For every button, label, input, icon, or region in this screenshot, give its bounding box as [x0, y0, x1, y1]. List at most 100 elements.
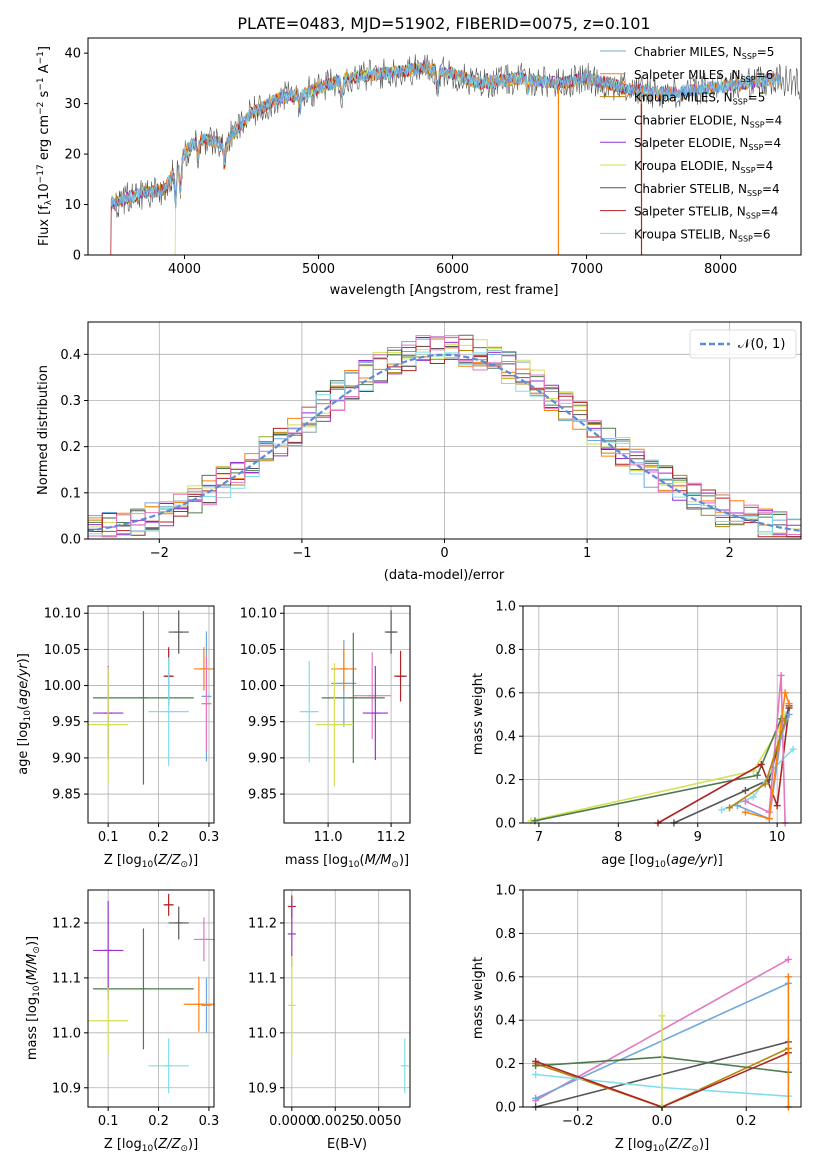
- spectrum-line-chabrier_miles: [110, 61, 781, 209]
- y-tick-label: 11.0: [248, 1026, 277, 1041]
- x-tick-label: 0.0050: [356, 1114, 402, 1129]
- y-tick-label: 0.8: [495, 643, 516, 658]
- y-tick-label: 0.0: [495, 817, 516, 832]
- x-tick-label: 0.0000: [269, 1114, 315, 1129]
- x-tick-label: 0.3: [199, 1114, 220, 1129]
- spectrum-frame: [87, 37, 802, 256]
- spectrum-title: PLATE=0483, MJD=51902, FIBERID=0075, z=0…: [237, 14, 650, 33]
- y-tick-label: 10.05: [240, 643, 277, 658]
- x-tick-label: 4000: [168, 262, 201, 277]
- x-tick-label: 1: [583, 546, 591, 561]
- y-tick-label: 10.10: [240, 607, 277, 622]
- y-tick-label: 9.95: [52, 715, 81, 730]
- y-tick-label: 0.6: [495, 686, 516, 701]
- weight-age-xlabel: age [log10(age/yr)]: [601, 853, 723, 870]
- x-tick-label: −2: [150, 546, 169, 561]
- y-tick-label: 11.1: [248, 971, 277, 986]
- weight-age-panel: 7 8 9 10 0.0 0.2 0.4 0.6 0.8 1.0 age [log10(age/y…: [471, 600, 802, 870]
- age-mass-axes: [284, 606, 410, 823]
- x-tick-label: 0.0025: [313, 1114, 359, 1129]
- y-tick-label: 11.1: [52, 971, 81, 986]
- spectrum-xlabel: wavelength [Angstrom, rest frame]: [330, 283, 559, 298]
- legend-label-kroupa_miles: Kroupa MILES, NSSP=5: [634, 91, 765, 107]
- x-tick-label: 10: [769, 830, 786, 845]
- weight-z-ticks: −0.2 0.0 0.2 0.0 0.2 0.4 0.6 0.8 1.0: [495, 884, 756, 1130]
- x-tick-label: 0.1: [98, 830, 119, 845]
- weight-z-ylabel: mass weight: [471, 957, 486, 1039]
- mass-ebv-axes: [284, 890, 410, 1107]
- y-tick-label: 10: [64, 198, 81, 213]
- x-tick-label: 0.2: [736, 1114, 757, 1129]
- y-tick-label: 30: [64, 97, 81, 112]
- y-tick-label: 0.6: [495, 970, 516, 985]
- residual-plot-area: [87, 334, 802, 538]
- mass-ebv-plot-area: [284, 890, 410, 1107]
- legend-label-chabrier_stelib: Chabrier STELIB, NSSP=4: [634, 182, 780, 198]
- histogram-salpeter_stelib: [88, 337, 801, 538]
- y-tick-label: 0.2: [495, 1057, 516, 1072]
- legend-label-salpeter_miles: Salpeter MILES, NSSP=6: [634, 68, 773, 84]
- weight-z-xlabel: Z [log10(Z/Z⊙)]: [615, 1137, 709, 1154]
- age-mass-xlabel: mass [log10(M/M⊙)]: [285, 853, 409, 870]
- age-z-frame: [87, 605, 215, 824]
- x-tick-label: 0: [440, 546, 448, 561]
- x-tick-label: 8: [614, 830, 622, 845]
- weight-age-ylabel: mass weight: [471, 673, 486, 755]
- legend-label-chabrier_miles: Chabrier MILES, NSSP=5: [634, 45, 774, 61]
- mass-ebv-frame: [283, 889, 411, 1108]
- y-tick-label: 10.9: [52, 1081, 81, 1096]
- y-tick-label: 10.00: [240, 679, 277, 694]
- age-z-ticks: 0.1 0.2 0.3 9.85 9.90 9.95 10.00 10.05 10.10: [44, 607, 220, 845]
- mass-z-plot-area: [88, 890, 214, 1107]
- x-tick-label: 0.2: [148, 1114, 169, 1129]
- y-tick-label: 9.95: [248, 715, 277, 730]
- x-tick-label: 0.3: [199, 830, 220, 845]
- y-tick-label: 0.0: [60, 533, 81, 548]
- normal-legend-label: 𝒩(0, 1): [738, 337, 785, 352]
- age-mass-panel: 11.0 11.2 9.85 9.90 9.95 10.00 10.05 10.10 mass…: [240, 605, 411, 870]
- residual-panel: −2 −1 0 1 2 0.0 0.1 0.2 0.3 0.4 (data-model)/erro…: [36, 321, 802, 583]
- age-mass-frame: [283, 605, 411, 824]
- x-tick-label: 11.0: [314, 830, 343, 845]
- histogram-kroupa_elodie: [88, 339, 801, 538]
- y-tick-label: 9.90: [248, 751, 277, 766]
- mass-z-xlabel: Z [log10(Z/Z⊙)]: [104, 1137, 198, 1154]
- x-tick-label: 2: [726, 546, 734, 561]
- mass-z-panel: 0.1 0.2 0.3 10.9 11.0 11.1 11.2 Z [log10(Z/Z⊙)…: [25, 889, 220, 1154]
- weight-age-ticks: 7 8 9 10 0.0 0.2 0.4 0.6 0.8 1.0: [495, 600, 785, 846]
- mass-z-ylabel: mass [log10(M/M⊙)]: [25, 936, 42, 1060]
- legend-label-kroupa_elodie: Kroupa ELODIE, NSSP=4: [634, 159, 773, 175]
- residual-ticks: −2 −1 0 1 2 0.0 0.1 0.2 0.3 0.4: [60, 348, 734, 561]
- y-tick-label: 10.10: [44, 607, 81, 622]
- weight-z-panel: −0.2 0.0 0.2 0.0 0.2 0.4 0.6 0.8 1.0 Z [log10(Z/…: [471, 884, 802, 1154]
- x-tick-label: 5000: [302, 262, 335, 277]
- x-tick-label: 7000: [570, 262, 603, 277]
- y-tick-label: 11.2: [52, 916, 81, 931]
- age-z-panel: 0.1 0.2 0.3 9.85 9.90 9.95 10.00 10.05 10.10 Z […: [16, 605, 220, 870]
- y-tick-label: 10.00: [44, 679, 81, 694]
- y-tick-label: 40: [64, 47, 81, 62]
- age-mass-ticks: 11.0 11.2 9.85 9.90 9.95 10.00 10.05 10.10: [240, 607, 406, 845]
- y-tick-label: 0.0: [495, 1101, 516, 1116]
- legend-label-chabrier_elodie: Chabrier ELODIE, NSSP=4: [634, 113, 782, 129]
- y-tick-label: 1.0: [495, 884, 516, 899]
- x-tick-label: 11.2: [377, 830, 406, 845]
- x-tick-label: 0.2: [148, 830, 169, 845]
- residual-ylabel: Normed distribution: [36, 365, 51, 495]
- residual-legend-box: [689, 329, 797, 359]
- mass-z-frame: [87, 889, 215, 1108]
- y-tick-label: 0.4: [495, 730, 516, 745]
- residual-legend: 𝒩(0, 1): [689, 329, 797, 359]
- y-tick-label: 1.0: [495, 600, 516, 615]
- y-tick-label: 10.05: [44, 643, 81, 658]
- spectrum-panel: PLATE=0483, MJD=51902, FIBERID=0075, z=0…: [36, 14, 802, 298]
- weight-line-salpeter_miles: [745, 692, 790, 820]
- y-tick-label: 0.2: [60, 440, 81, 455]
- legend-label-kroupa_stelib: Kroupa STELIB, NSSP=6: [634, 227, 771, 243]
- age-mass-plot-area: [284, 606, 410, 823]
- y-tick-label: 0.4: [60, 348, 81, 363]
- y-tick-label: 9.85: [52, 788, 81, 803]
- x-tick-label: 8000: [704, 262, 737, 277]
